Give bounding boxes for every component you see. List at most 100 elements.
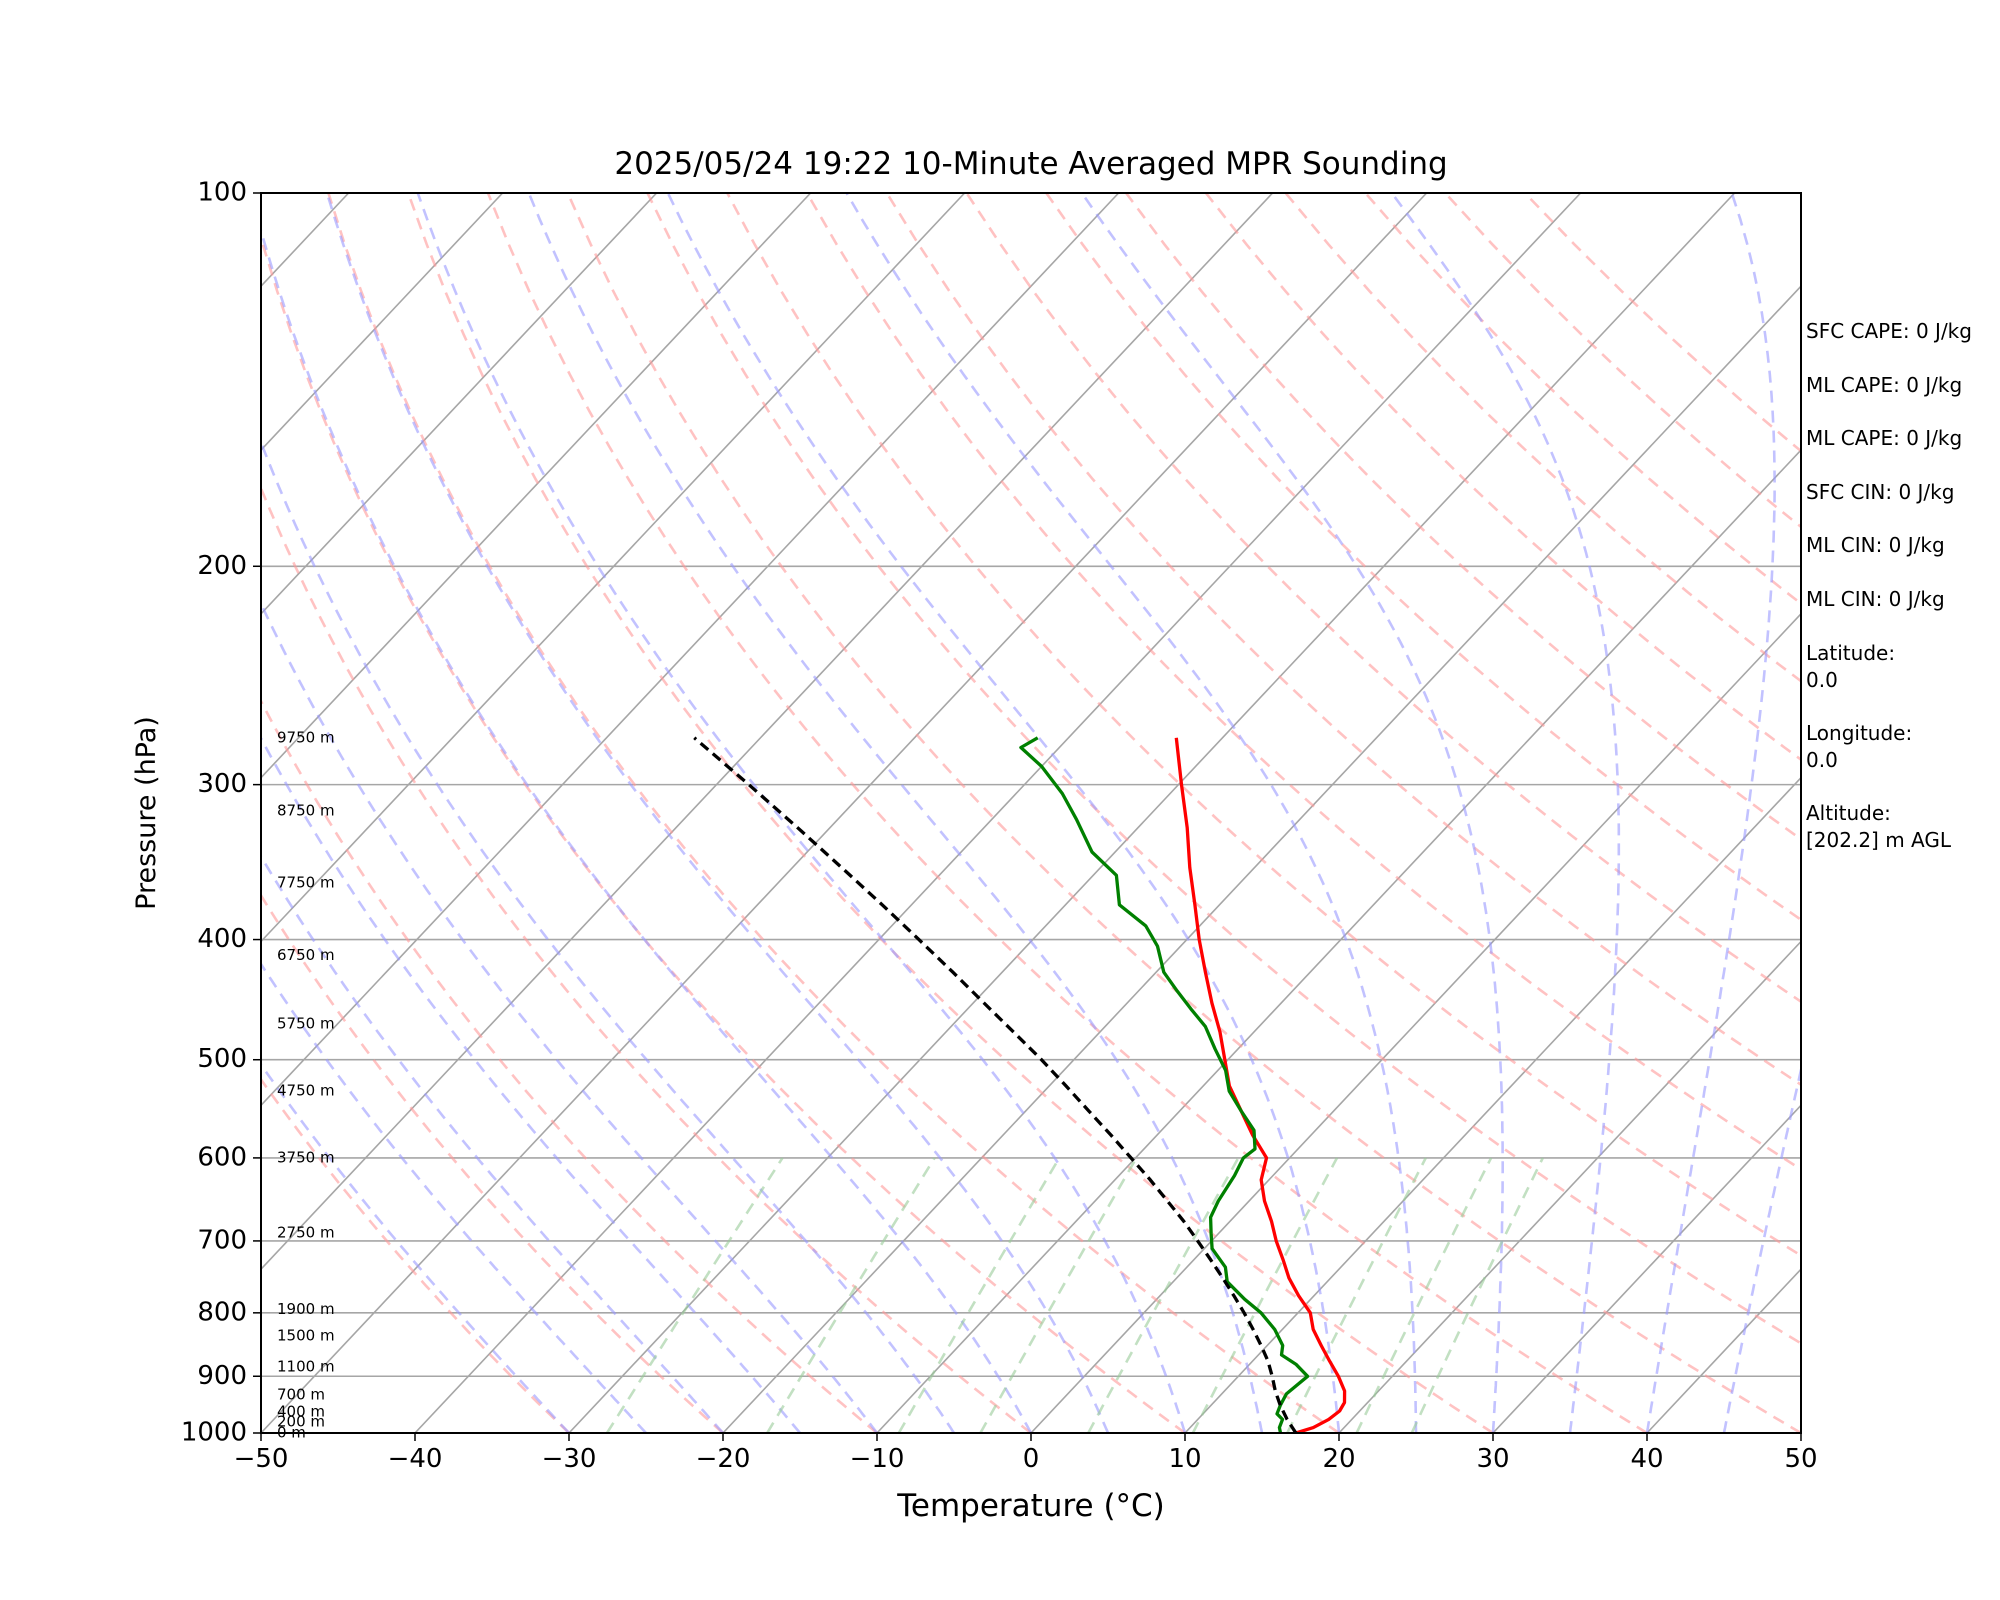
height-label: 5750 m — [277, 1015, 335, 1033]
x-tick-label: 40 — [1630, 1444, 1663, 1474]
moist-adiabat-line — [261, 735, 802, 1433]
isotherm-line — [261, 193, 1274, 1271]
x-tick-label: −10 — [850, 1444, 905, 1474]
isotherm-line — [876, 448, 1801, 1433]
moist-adiabat-line — [261, 600, 879, 1433]
longitude-label: Longitude: — [1806, 721, 1913, 745]
height-label: 6750 m — [277, 946, 335, 964]
isotherm-line — [261, 193, 1428, 1433]
isotherm-line — [261, 193, 966, 943]
dry-adiabat-line — [1045, 193, 1801, 922]
moist-adiabat-line — [666, 193, 1341, 1433]
y-tick-label: 100 — [197, 178, 247, 208]
moist-adiabat-line — [845, 193, 1418, 1433]
y-tick-label: 600 — [197, 1142, 247, 1172]
moist-adiabat-line — [1390, 193, 1621, 1433]
chart-title: 2025/05/24 19:22 10-Minute Averaged MPR … — [614, 146, 1447, 182]
moist-adiabat-line — [261, 225, 1033, 1433]
moist-adiabat-line — [261, 853, 724, 1433]
height-label: 400 m — [277, 1403, 325, 1421]
x-tick-label: 10 — [1168, 1444, 1201, 1474]
stat-sfc-cin: SFC CIN: 0 J/kg — [1806, 480, 1955, 504]
y-tick-label: 400 — [197, 924, 247, 954]
longitude-value: 0.0 — [1806, 748, 1838, 772]
height-labels: 9750 m 8750 m 7750 m 6750 m 5750 m 4750 m 3750… — [277, 728, 335, 1441]
x-tick-label: 20 — [1322, 1444, 1355, 1474]
height-label: 3750 m — [277, 1148, 335, 1166]
mixing-ratio-line — [1191, 1157, 1339, 1433]
moist-adiabat-line — [261, 438, 956, 1433]
mixing-ratio-line — [897, 1157, 1061, 1433]
moist-adiabat-line — [416, 193, 1187, 1433]
plot-frame — [260, 192, 1802, 1434]
dry-adiabat-line — [261, 698, 878, 1433]
isotherm-line — [261, 193, 504, 452]
height-label: 1500 m — [277, 1326, 335, 1344]
mixing-ratio-line — [979, 1157, 1138, 1433]
isotherm-line — [1030, 612, 1801, 1433]
dry-adiabat-line — [261, 1077, 570, 1433]
stat-ml-cape: ML CAPE: 0 J/kg — [1806, 373, 1963, 397]
isotherm-line — [0, 193, 195, 1433]
mixing-ratio-line — [605, 1157, 784, 1433]
series-layer — [693, 736, 1347, 1433]
height-label: 7750 m — [277, 873, 335, 891]
dry-adiabat-line — [1125, 193, 1801, 841]
height-label: 2750 m — [277, 1224, 335, 1242]
latitude-value: 0.0 — [1806, 668, 1838, 692]
isotherm-line — [1338, 940, 1801, 1433]
moist-adiabat-line — [1080, 193, 1504, 1433]
x-tick-label: −20 — [696, 1444, 751, 1474]
mixing-ratio-line — [1410, 1157, 1544, 1433]
dry-adiabat-line — [261, 892, 724, 1433]
altitude-label: Altitude: — [1806, 801, 1891, 825]
isotherm-line — [1492, 1104, 1801, 1433]
mixing-ratio-line — [1286, 1157, 1427, 1433]
y-tick-label: 300 — [197, 769, 247, 799]
y-tick-label: 700 — [197, 1225, 247, 1255]
isotherm-line — [1184, 776, 1801, 1433]
stat-ml-cape-2: ML CAPE: 0 J/kg — [1806, 426, 1963, 450]
stat-ml-cin: ML CIN: 0 J/kg — [1806, 533, 1945, 557]
moist-adiabat-line — [261, 1062, 570, 1433]
height-label: 9750 m — [277, 728, 335, 746]
x-tick-label: 0 — [1023, 1444, 1040, 1474]
height-label: 1100 m — [277, 1358, 335, 1376]
y-axis-label: Pressure (hPa) — [131, 716, 162, 910]
moist-adiabat-line — [1722, 1064, 1801, 1433]
isotherm-line — [568, 193, 1736, 1433]
dry-adiabat-line — [261, 485, 1032, 1433]
moist-adiabat-line — [527, 193, 1264, 1433]
mixing-ratio-line — [1355, 1157, 1493, 1433]
dry-adiabat-line — [327, 193, 1340, 1433]
y-tick-label: 200 — [197, 551, 247, 581]
x-tick-label: 50 — [1784, 1444, 1817, 1474]
y-tick-label: 800 — [197, 1297, 247, 1327]
height-label: 200 m — [277, 1413, 325, 1431]
x-tick-label: 30 — [1476, 1444, 1509, 1474]
isotherm-line — [0, 193, 41, 1433]
isotherm-line — [261, 193, 1120, 1107]
dry-adiabat-line — [1204, 193, 1801, 762]
isotherm-line — [414, 193, 1582, 1433]
temperature-series-line — [1174, 737, 1347, 1433]
grid-layer — [0, 193, 1801, 1433]
height-label: 700 m — [277, 1386, 325, 1404]
latitude-label: Latitude: — [1806, 641, 1896, 665]
x-tick-label: −30 — [542, 1444, 597, 1474]
stat-sfc-cape: SFC CAPE: 0 J/kg — [1806, 319, 1972, 343]
isotherm-line — [261, 193, 658, 616]
y-tick-label: 500 — [197, 1044, 247, 1074]
altitude-value: [202.2] m AGL — [1806, 828, 1952, 852]
dewpoint-series-line — [1019, 736, 1310, 1433]
isotherm-line — [261, 193, 812, 779]
moist-adiabat-line — [261, 961, 647, 1433]
height-label: 1900 m — [277, 1300, 335, 1318]
y-tick-label: 900 — [197, 1361, 247, 1391]
mixing-ratio-line — [1087, 1157, 1240, 1433]
mixing-ratio-line — [766, 1157, 936, 1433]
moist-adiabat-line — [325, 193, 1110, 1433]
x-tick-label: −40 — [388, 1444, 443, 1474]
